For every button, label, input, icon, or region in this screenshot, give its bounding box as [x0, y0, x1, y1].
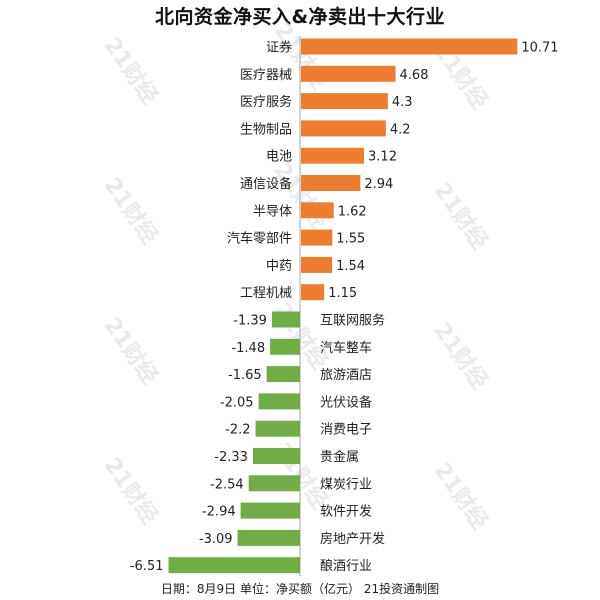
- value-label-0: 10.71: [521, 41, 558, 56]
- value-label-3: 4.2: [390, 122, 411, 137]
- bar-3: [301, 120, 386, 137]
- bar-10: [271, 311, 300, 328]
- chart-title: 北向资金净买入&净卖出十大行业: [154, 6, 446, 28]
- bar-14: [255, 420, 300, 437]
- category-label-16: 煤炭行业: [320, 477, 372, 492]
- bar-11: [270, 338, 300, 355]
- value-label-16: -2.54: [210, 477, 244, 492]
- category-label-9: 工程机械: [240, 286, 292, 301]
- category-label-11: 汽车整车: [320, 340, 372, 356]
- watermark-text: 21财经: [99, 173, 163, 249]
- value-label-8: 1.54: [336, 259, 365, 274]
- value-label-4: 3.12: [368, 150, 397, 165]
- watermark-text: 21财经: [429, 178, 493, 254]
- watermark-text: 21财经: [429, 318, 493, 394]
- bar-4: [301, 147, 365, 164]
- value-label-7: 1.55: [336, 232, 365, 247]
- bar-5: [301, 175, 361, 191]
- bar-9: [301, 284, 325, 301]
- bar-19: [168, 557, 300, 574]
- category-label-6: 半导体: [253, 204, 292, 219]
- watermark-text: 21财经: [99, 313, 163, 389]
- value-label-2: 4.3: [392, 95, 413, 110]
- bar-1: [301, 65, 396, 82]
- category-label-19: 酿酒行业: [320, 558, 372, 574]
- value-label-19: -6.51: [130, 559, 164, 574]
- value-label-11: -1.48: [231, 341, 265, 356]
- value-label-17: -2.94: [202, 505, 236, 520]
- category-label-17: 软件开发: [320, 504, 372, 520]
- bar-17: [240, 502, 300, 519]
- value-label-15: -2.33: [214, 450, 248, 465]
- watermark-text: 21财经: [99, 33, 163, 109]
- chart-footer: 日期：8月9日 单位：净买额（亿元） 21投资通制图: [160, 582, 440, 596]
- bar-15: [252, 448, 300, 464]
- category-label-10: 互联网服务: [320, 313, 385, 329]
- category-label-12: 旅游酒店: [320, 368, 372, 383]
- category-label-4: 电池: [266, 150, 292, 165]
- bar-8: [301, 256, 333, 273]
- value-label-18: -3.09: [199, 532, 233, 547]
- category-label-0: 证券: [266, 40, 292, 56]
- watermark-text: 21财经: [269, 158, 333, 234]
- value-label-9: 1.15: [328, 286, 357, 301]
- category-label-2: 医疗服务: [240, 94, 292, 110]
- category-label-15: 贵金属: [320, 449, 359, 465]
- category-label-1: 医疗器械: [240, 68, 292, 83]
- watermark-text: 21财经: [99, 453, 163, 529]
- bar-7: [301, 229, 333, 246]
- value-label-1: 4.68: [400, 68, 429, 83]
- value-label-13: -2.05: [220, 395, 254, 410]
- bar-2: [301, 93, 388, 110]
- value-label-14: -2.2: [225, 423, 250, 438]
- category-label-8: 中药: [266, 259, 292, 274]
- bar-6: [301, 202, 334, 219]
- bar-18: [237, 529, 300, 546]
- category-label-7: 汽车零部件: [227, 231, 292, 247]
- watermark-text: 21财经: [429, 458, 493, 534]
- value-label-10: -1.39: [233, 314, 267, 329]
- value-label-6: 1.62: [338, 204, 367, 219]
- value-label-5: 2.94: [364, 177, 393, 192]
- category-label-18: 房地产开发: [320, 531, 385, 547]
- category-label-5: 通信设备: [240, 176, 292, 192]
- bar-13: [258, 393, 300, 410]
- category-label-3: 生物制品: [240, 122, 292, 137]
- category-label-13: 光伏设备: [320, 394, 372, 410]
- value-label-12: -1.65: [228, 368, 262, 383]
- bar-16: [248, 475, 300, 492]
- bar-0: [301, 38, 518, 55]
- category-label-14: 消费电子: [320, 423, 372, 438]
- bar-12: [266, 366, 300, 383]
- watermark-text: 21财经: [269, 298, 333, 374]
